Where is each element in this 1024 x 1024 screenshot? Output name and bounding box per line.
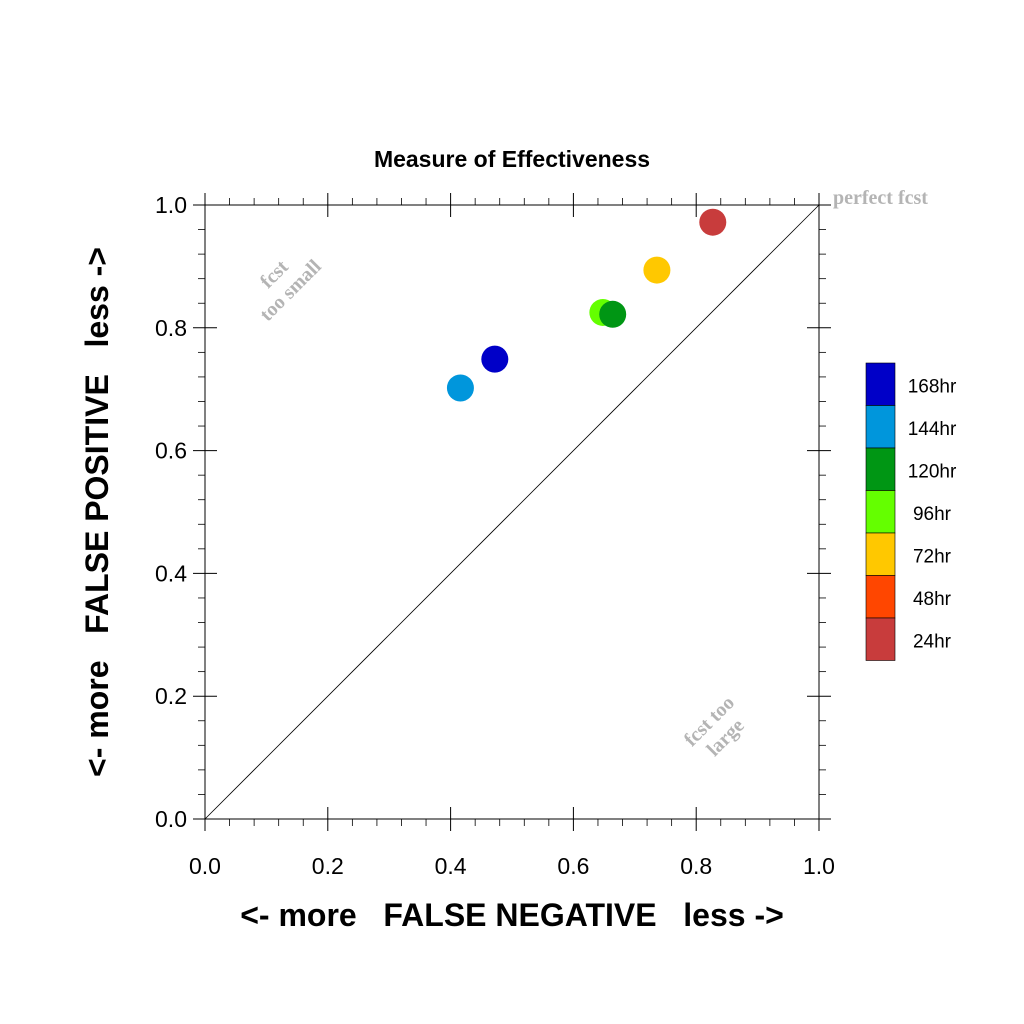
legend-label-72hr: 72hr: [913, 546, 952, 567]
x-axis-label: <- more FALSE NEGATIVE less ->: [240, 897, 784, 933]
x-tick-label: 1.0: [803, 853, 835, 879]
legend-label-48hr: 48hr: [913, 589, 952, 610]
legend-label-24hr: 24hr: [913, 631, 952, 652]
x-tick-label: 0.4: [435, 853, 467, 879]
legend-label-96hr: 96hr: [913, 504, 952, 525]
x-tick-label: 0.8: [680, 853, 712, 879]
x-tick-label: 0.2: [312, 853, 344, 879]
plot-frame: [204, 204, 820, 820]
point-168hr: [481, 345, 509, 373]
legend-label-120hr: 120hr: [908, 461, 957, 482]
point-144hr: [446, 374, 474, 402]
legend-swatch-24hr: [865, 617, 896, 661]
x-tick-label: 0.0: [189, 853, 221, 879]
point-72hr: [643, 256, 671, 284]
chart-title: Measure of Effectiveness: [374, 146, 650, 172]
diagonal-reference-line: [204, 204, 820, 820]
y-tick-label: 0.6: [155, 438, 187, 464]
y-tick-label: 0.0: [155, 806, 187, 832]
y-tick-label: 0.4: [155, 560, 187, 586]
legend-swatch-48hr: [865, 575, 896, 619]
fcst-too-small-annotation: fcst too small: [256, 255, 326, 325]
x-tick-label: 0.6: [557, 853, 589, 879]
point-24hr: [699, 208, 727, 236]
legend: 168hr 144hr 120hr 96hr 72hr 48hr 24hr: [865, 362, 957, 661]
point-120hr: [599, 300, 627, 328]
legend-swatch-144hr: [865, 405, 896, 449]
legend-label-144hr: 144hr: [908, 419, 957, 440]
fcst-too-large-annotation: fcst too large: [680, 692, 749, 761]
y-axis-label: <- more FALSE POSITIVE less ->: [79, 247, 115, 777]
legend-label-168hr: 168hr: [908, 376, 957, 397]
perfect-fcst-annotation: perfect fcst: [833, 187, 928, 209]
legend-swatch-96hr: [865, 490, 896, 534]
y-tick-label: 0.2: [155, 683, 187, 709]
y-tick-label: 0.8: [155, 315, 187, 341]
legend-swatch-120hr: [865, 447, 896, 491]
legend-swatch-168hr: [865, 362, 896, 406]
y-tick-label: 1.0: [155, 192, 187, 218]
legend-swatch-72hr: [865, 532, 896, 576]
